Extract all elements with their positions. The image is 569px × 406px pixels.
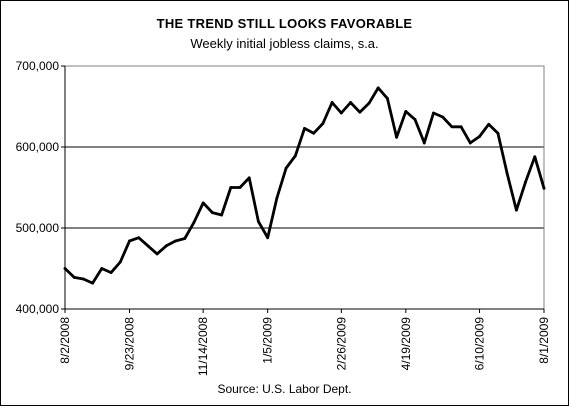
data-point <box>284 166 288 170</box>
data-point <box>229 186 233 189</box>
data-point <box>91 281 95 285</box>
data-point <box>82 277 85 281</box>
y-tick-label: 600,000 <box>16 140 60 154</box>
y-tick-label: 500,000 <box>16 221 60 235</box>
tick-label-layer: 400,000 500,000 600,000 700,000 8/2/2008 9/23… <box>16 59 551 376</box>
x-tick-label: 6/10/2009 <box>473 317 487 371</box>
data-point <box>303 126 306 130</box>
x-tick-label: 8/2/2008 <box>58 317 72 364</box>
data-point <box>450 125 454 129</box>
x-tick-label: 9/23/2008 <box>122 317 136 371</box>
data-point <box>146 244 150 248</box>
data-point <box>533 155 537 159</box>
data-point <box>247 176 251 180</box>
data-point <box>395 135 399 139</box>
series-line <box>63 86 546 285</box>
x-tick-label: 1/5/2009 <box>261 317 275 364</box>
data-point <box>128 239 131 243</box>
data-point <box>404 109 408 113</box>
data-point <box>118 260 122 264</box>
chart-subtitle: Weekly initial jobless claims, s.a. <box>190 36 379 51</box>
data-point <box>524 180 527 184</box>
chart-title: THE TREND STILL LOOKS FAVORABLE <box>156 16 413 31</box>
data-point <box>321 122 325 125</box>
data-point <box>349 101 352 104</box>
chart-source: Source: U.S. Labor Dept. <box>217 382 352 396</box>
data-point <box>257 220 260 223</box>
data-point <box>183 237 187 240</box>
x-tick-label: 2/26/2009 <box>334 317 348 371</box>
data-point <box>100 267 104 270</box>
data-point <box>155 252 159 256</box>
axis-layer <box>61 65 545 313</box>
data-point <box>201 201 205 205</box>
data-point <box>358 110 362 114</box>
x-tick-label: 11/14/2008 <box>196 317 210 376</box>
data-point <box>192 220 196 224</box>
grid-layer <box>65 146 544 229</box>
data-point <box>220 213 223 217</box>
plot-area-border <box>64 65 545 310</box>
data-point <box>164 244 168 248</box>
data-point <box>293 154 297 158</box>
data-point <box>174 239 177 243</box>
data-point <box>386 97 389 100</box>
data-point <box>72 276 76 279</box>
data-point <box>505 172 509 176</box>
data-point <box>422 141 426 145</box>
data-point <box>210 211 214 215</box>
data-point <box>478 135 481 138</box>
data-point <box>137 236 141 240</box>
data-point <box>339 111 343 115</box>
x-tick-label: 4/19/2009 <box>399 317 413 371</box>
x-tick-label: 8/1/2009 <box>537 317 551 364</box>
data-point <box>330 101 334 104</box>
data-point <box>542 186 546 190</box>
data-point <box>459 125 463 129</box>
data-point <box>487 122 491 126</box>
data-point <box>376 86 380 90</box>
data-point <box>496 131 500 135</box>
data-point <box>63 267 67 270</box>
data-point <box>238 186 242 189</box>
data-point <box>413 118 417 121</box>
data-point <box>514 208 518 212</box>
data-point <box>432 111 435 115</box>
series-layer <box>63 86 546 285</box>
data-point <box>367 101 371 105</box>
data-point <box>275 196 279 200</box>
data-point <box>441 115 445 119</box>
data-point <box>468 141 472 145</box>
data-point <box>312 131 316 135</box>
data-point <box>109 271 113 274</box>
data-point <box>266 236 270 240</box>
y-tick-label: 700,000 <box>16 59 60 73</box>
y-tick-label: 400,000 <box>16 302 60 316</box>
